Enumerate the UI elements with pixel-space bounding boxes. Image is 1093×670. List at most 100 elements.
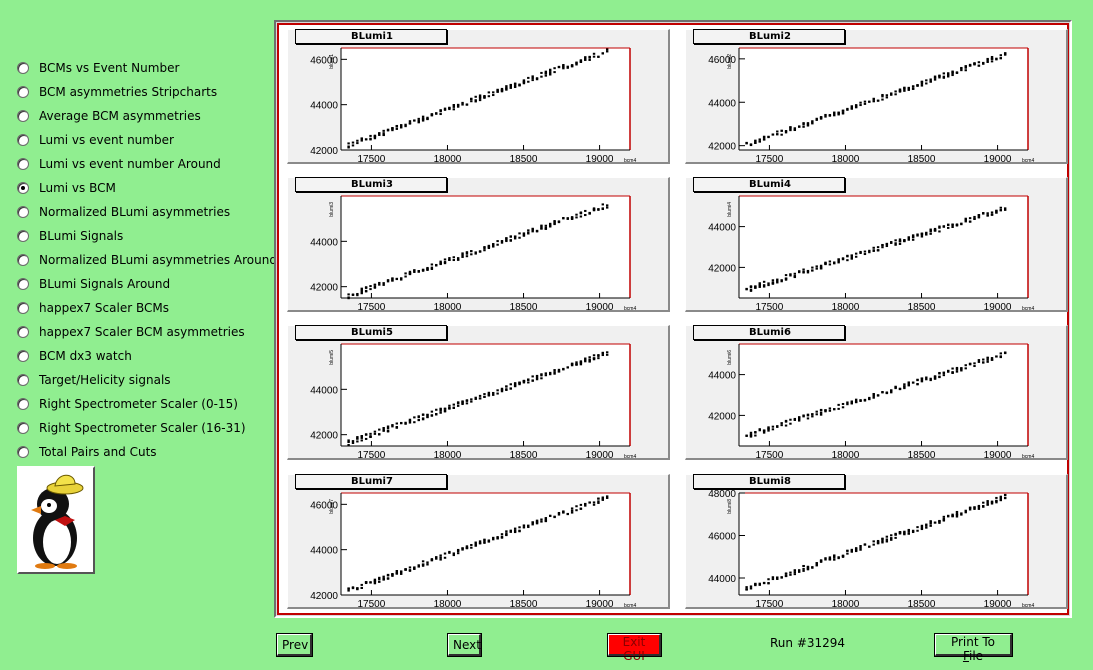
radio-button[interactable] bbox=[17, 254, 29, 266]
radio-button[interactable] bbox=[17, 398, 29, 410]
menu-option[interactable]: Target/Helicity signals bbox=[14, 368, 269, 392]
radio-button[interactable] bbox=[17, 326, 29, 338]
radio-button[interactable] bbox=[17, 350, 29, 362]
data-point bbox=[784, 131, 788, 134]
data-point bbox=[859, 548, 862, 551]
data-point bbox=[531, 228, 534, 231]
radio-button-checked[interactable] bbox=[17, 182, 29, 194]
plot-pad[interactable]: 17500 18000 18500 19000 42000 44000 46000 bcm4 b… bbox=[287, 474, 670, 610]
data-point bbox=[513, 531, 517, 534]
data-point bbox=[421, 115, 425, 118]
data-point bbox=[960, 367, 963, 370]
exit-gui-button[interactable]: Exit GUI bbox=[607, 633, 662, 663]
radio-button[interactable] bbox=[17, 230, 29, 242]
radio-button[interactable] bbox=[17, 110, 29, 122]
menu-option[interactable]: Lumi vs event number Around bbox=[14, 152, 269, 176]
print-to-file-button[interactable]: Print To File bbox=[934, 633, 1013, 663]
plot-canvas[interactable]: 17500 18000 18500 19000 42000 44000 46000 bcm4 b… bbox=[274, 20, 1072, 618]
run-number-label: Run #31294 bbox=[770, 636, 846, 650]
data-point bbox=[854, 106, 858, 109]
data-point bbox=[474, 541, 477, 544]
data-point bbox=[509, 86, 512, 89]
menu-option[interactable]: Lumi vs BCM bbox=[14, 176, 269, 200]
plot-pad[interactable]: 17500 18000 18500 19000 42000 44000 bcm4 blumi6… bbox=[685, 325, 1068, 461]
menu-option[interactable]: BCM dx3 watch bbox=[14, 344, 269, 368]
data-point bbox=[947, 72, 950, 75]
plot-pad[interactable]: 17500 18000 18500 19000 42000 44000 bcm4 blumi5… bbox=[287, 325, 670, 461]
radio-button[interactable] bbox=[17, 422, 29, 434]
menu-option[interactable]: Right Spectrometer Scaler (0-15) bbox=[14, 392, 269, 416]
data-point bbox=[955, 370, 959, 373]
menu-option[interactable]: Average BCM asymmetries bbox=[14, 104, 269, 128]
radio-button[interactable] bbox=[17, 62, 29, 74]
x-axis-title: bcm4 bbox=[1022, 454, 1034, 460]
radio-button[interactable] bbox=[17, 302, 29, 314]
menu-option[interactable]: Right Spectrometer Scaler (16-31) bbox=[14, 416, 269, 440]
data-point bbox=[999, 355, 1003, 358]
data-point bbox=[977, 64, 981, 67]
menu-option[interactable]: BLumi Signals Around bbox=[14, 272, 269, 296]
data-point bbox=[990, 502, 994, 505]
menu-option[interactable]: Normalized BLumi asymmetries bbox=[14, 200, 269, 224]
radio-button[interactable] bbox=[17, 278, 29, 290]
data-point bbox=[986, 503, 989, 506]
data-point bbox=[868, 545, 871, 548]
data-point bbox=[439, 110, 442, 113]
data-point bbox=[942, 519, 946, 522]
data-point bbox=[837, 261, 840, 264]
plot-title: BLumi8 bbox=[693, 474, 845, 489]
data-point bbox=[762, 280, 766, 283]
plot-pad[interactable]: 17500 18000 18500 19000 42000 44000 46000 bcm4 b… bbox=[685, 29, 1068, 165]
data-point bbox=[474, 543, 477, 546]
data-point bbox=[408, 122, 412, 125]
menu-option[interactable]: BCM asymmetries Stripcharts bbox=[14, 80, 269, 104]
radio-button[interactable] bbox=[17, 206, 29, 218]
plot-pad[interactable]: 17500 18000 18500 19000 44000 46000 48000 bcm4 b… bbox=[685, 474, 1068, 610]
menu-option[interactable]: Total Pairs and Cuts bbox=[14, 440, 269, 464]
plot-pad[interactable]: 17500 18000 18500 19000 42000 44000 bcm4 blumi3… bbox=[287, 177, 670, 313]
data-point bbox=[426, 563, 429, 566]
menu-option[interactable]: BLumi Signals bbox=[14, 224, 269, 248]
data-point bbox=[837, 407, 840, 410]
data-point bbox=[977, 359, 981, 362]
menu-option[interactable]: Lumi vs event number bbox=[14, 128, 269, 152]
radio-button[interactable] bbox=[17, 158, 29, 170]
data-point bbox=[898, 388, 902, 391]
data-point bbox=[863, 100, 867, 103]
data-point bbox=[841, 109, 845, 112]
data-point bbox=[854, 255, 858, 258]
data-point bbox=[890, 389, 893, 392]
data-point bbox=[789, 573, 792, 576]
menu-option[interactable]: BCMs vs Event Number bbox=[14, 56, 269, 80]
radio-button[interactable] bbox=[17, 374, 29, 386]
data-point bbox=[505, 533, 508, 536]
data-point bbox=[557, 66, 561, 69]
radio-button[interactable] bbox=[17, 86, 29, 98]
x-tick-label: 17500 bbox=[756, 599, 784, 610]
data-point bbox=[859, 104, 862, 107]
data-point bbox=[758, 282, 761, 285]
radio-button[interactable] bbox=[17, 134, 29, 146]
plot-pad[interactable]: 17500 18000 18500 19000 42000 44000 bcm4 blumi4… bbox=[685, 177, 1068, 313]
data-point bbox=[443, 108, 447, 111]
data-point bbox=[762, 285, 766, 288]
plot-pad[interactable]: 17500 18000 18500 19000 42000 44000 46000 bcm4 b… bbox=[287, 29, 670, 165]
data-point bbox=[868, 100, 871, 103]
menu-option[interactable]: Normalized BLumi asymmetries Around bbox=[14, 248, 277, 272]
data-point bbox=[907, 238, 910, 241]
prev-button[interactable]: Prev bbox=[276, 633, 313, 657]
menu-option[interactable]: happex7 Scaler BCMs bbox=[14, 296, 269, 320]
data-point bbox=[920, 80, 924, 83]
data-point bbox=[421, 413, 425, 416]
data-point bbox=[500, 388, 504, 391]
data-point bbox=[833, 556, 836, 559]
radio-button[interactable] bbox=[17, 446, 29, 458]
next-button[interactable]: Next bbox=[447, 633, 482, 657]
data-point bbox=[356, 587, 359, 590]
data-point bbox=[566, 65, 569, 68]
data-point bbox=[929, 377, 932, 380]
menu-option[interactable]: happex7 Scaler BCM asymmetries bbox=[14, 320, 269, 344]
data-point bbox=[566, 513, 569, 516]
data-point bbox=[999, 499, 1003, 502]
data-point bbox=[562, 368, 565, 371]
